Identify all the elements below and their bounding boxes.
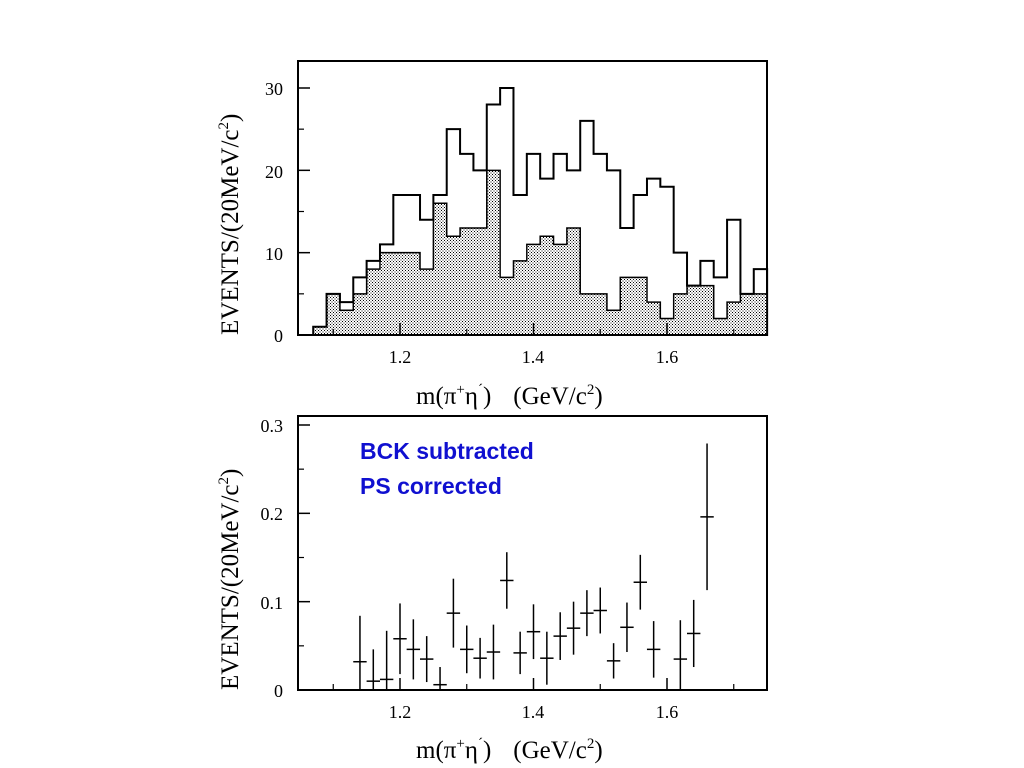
hatched-bin	[700, 285, 714, 335]
hatched-bin	[460, 227, 474, 335]
data-point	[606, 643, 621, 679]
data-point	[473, 637, 487, 679]
data-point	[366, 649, 380, 690]
hatched-bin	[727, 302, 741, 335]
hatched-bin	[633, 277, 647, 335]
hatched-bin	[740, 293, 754, 335]
hatched-bin	[379, 252, 394, 335]
hatched-bin	[473, 227, 487, 335]
hatched-bin	[580, 293, 594, 335]
hatched-bin	[393, 252, 407, 335]
y-tick-label: 0.3	[261, 416, 284, 436]
data-point	[433, 667, 447, 690]
hatched-bin	[500, 277, 514, 335]
x-tick-label: 1.4	[522, 347, 545, 367]
x-tick-label: 1.2	[389, 347, 412, 367]
data-point	[700, 443, 714, 591]
data-point	[646, 621, 661, 678]
plot-frame	[297, 415, 768, 691]
x-tick-label: 1.2	[389, 702, 412, 722]
data-point	[379, 630, 394, 690]
hatched-bin	[540, 236, 554, 335]
x-tick-label: 1.6	[656, 347, 679, 367]
data-point	[580, 590, 594, 637]
data-point	[553, 612, 567, 660]
y-tick-label: 20	[265, 162, 283, 182]
data-point	[460, 625, 474, 674]
hatched-bin	[313, 326, 327, 335]
hatched-bin	[420, 269, 434, 335]
data-point	[353, 615, 367, 690]
hatched-bin	[646, 302, 661, 335]
data-point	[620, 602, 634, 653]
hatched-bin	[433, 203, 447, 335]
hatched-bin	[687, 285, 701, 335]
x-tick-label: 1.4	[522, 702, 545, 722]
outline-histogram-line	[312, 87, 769, 336]
hatched-bin	[593, 293, 607, 335]
y-axis-title: EVENTS/(20MeV/c2)	[216, 114, 244, 335]
data-point	[446, 578, 461, 648]
data-point	[526, 604, 541, 660]
data-point	[513, 631, 527, 675]
annotation-ps-corrected: PS corrected	[360, 473, 502, 499]
data-points-series	[353, 443, 714, 690]
scatter-panel: 0 0.1 0.2 0.3 1.2 1.4 1.6 m(π+η´) (GeV/c2…	[216, 415, 768, 764]
hatched-bin	[526, 244, 541, 335]
hatched-bin	[606, 310, 621, 335]
data-point	[500, 552, 514, 609]
outline-histogram-series	[312, 87, 769, 336]
hatched-histogram-series	[312, 169, 768, 336]
data-point	[540, 631, 554, 685]
y-tick-label: 0.2	[261, 504, 284, 524]
hatched-bin	[353, 293, 367, 335]
data-point	[687, 599, 701, 668]
hatched-bin	[446, 236, 461, 335]
hatched-bin	[713, 318, 728, 335]
hatched-bin	[553, 244, 567, 335]
hatched-bin	[486, 170, 501, 335]
y-tick-label: 10	[265, 244, 283, 264]
y-tick-label: 30	[265, 79, 283, 99]
hatched-bin	[753, 293, 768, 335]
x-tick-label: 1.6	[656, 702, 679, 722]
x-axis-title: m(π+η´) (GeV/c2)	[416, 382, 603, 410]
data-point	[486, 624, 501, 680]
hatched-bin	[366, 269, 380, 335]
hatched-bin	[620, 277, 634, 335]
hatched-bin	[566, 227, 581, 335]
axis-ticks	[298, 424, 735, 691]
hatched-bin	[406, 252, 421, 335]
data-point	[633, 554, 647, 610]
data-point	[406, 619, 421, 680]
y-axis-title: EVENTS/(20MeV/c2)	[216, 469, 244, 690]
hatched-bin	[326, 293, 340, 335]
histogram-panel: 0 10 20 30 1.2 1.4 1.6 m(π+η´) (GeV/c2) E…	[216, 60, 769, 410]
hatched-bin	[339, 310, 354, 335]
hatched-bin	[513, 260, 527, 335]
y-tick-label: 0	[274, 681, 283, 701]
axis-ticks	[298, 87, 735, 336]
y-tick-label: 0.1	[261, 593, 284, 613]
data-point	[420, 636, 434, 683]
data-point	[566, 601, 581, 655]
annotation-bck-subtracted: BCK subtracted	[360, 438, 534, 464]
data-point	[673, 620, 688, 690]
hatched-bin	[673, 293, 688, 335]
data-point	[593, 587, 607, 634]
data-point	[393, 603, 407, 675]
x-axis-title: m(π+η´) (GeV/c2)	[416, 736, 603, 764]
y-tick-label: 0	[274, 326, 283, 346]
